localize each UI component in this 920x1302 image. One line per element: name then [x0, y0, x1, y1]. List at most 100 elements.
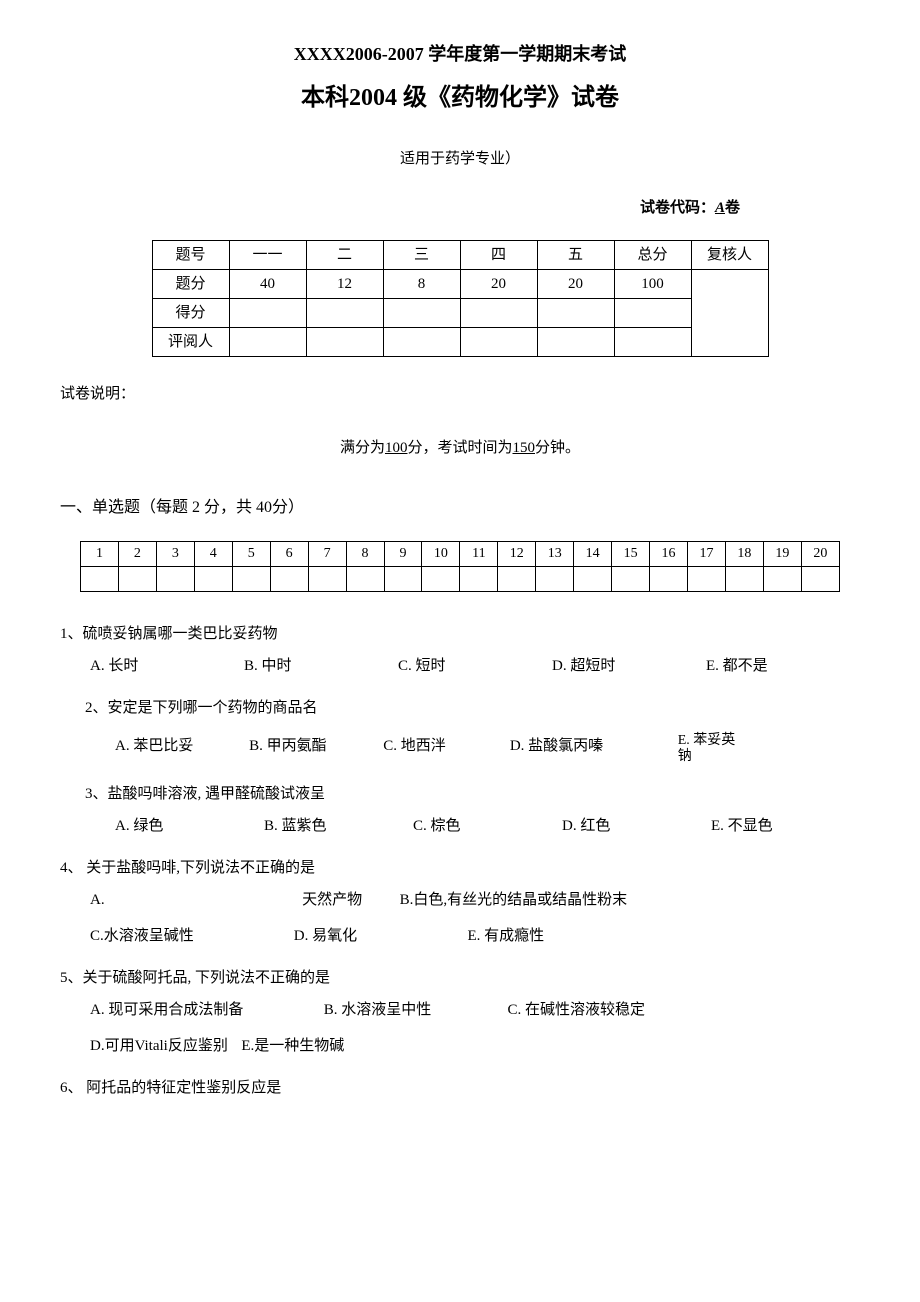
- cell: 8: [383, 270, 460, 299]
- cell: [422, 567, 460, 592]
- desc-post: 分钟。: [535, 440, 580, 456]
- cell: 12: [306, 270, 383, 299]
- q3-opt-b: B. 蓝紫色: [264, 814, 413, 838]
- cell: [383, 328, 460, 357]
- q4-opt-c: C.水溶液呈碱性: [90, 924, 290, 948]
- cell: [460, 299, 537, 328]
- q2-e-bot: 钠: [678, 749, 736, 764]
- cell: [650, 567, 688, 592]
- cell: 一一: [229, 241, 306, 270]
- cell: 14: [574, 541, 612, 566]
- section1-title: 一、单选题（每题 2 分，共 40分）: [60, 495, 860, 521]
- cell: 复核人: [691, 241, 768, 270]
- cell: [308, 567, 346, 592]
- q5-opt-b: B. 水溶液呈中性: [324, 998, 504, 1022]
- cell: 2: [118, 541, 156, 566]
- cell: 19: [763, 541, 801, 566]
- cell: 4: [194, 541, 232, 566]
- q1-opt-e: E. 都不是: [706, 654, 860, 678]
- q6-stem: 6、 阿托品的特征定性鉴别反应是: [60, 1076, 860, 1100]
- score-table: 题号 一一 二 三 四 五 总分 复核人 题分 40 12 8 20 20 10…: [152, 240, 769, 357]
- question-1: 1、硫喷妥钠属哪一类巴比妥药物 A. 长时 B. 中时 C. 短时 D. 超短时…: [60, 622, 860, 678]
- cell: [118, 567, 156, 592]
- desc-pre: 满分为: [340, 440, 385, 456]
- cell: 三: [383, 241, 460, 270]
- cell: [801, 567, 839, 592]
- q1-opt-c: C. 短时: [398, 654, 552, 678]
- cell: 评阅人: [152, 328, 229, 357]
- cell: 10: [422, 541, 460, 566]
- q2-opt-a: A. 苯巴比妥: [115, 734, 249, 758]
- q4-stem: 4、 关于盐酸吗啡,下列说法不正确的是: [60, 856, 860, 880]
- cell: [460, 328, 537, 357]
- desc-center: 满分为100分，考试时间为150分钟。: [60, 436, 860, 460]
- q4-opt-a-label: A.: [90, 892, 105, 908]
- cell: 总分: [614, 241, 691, 270]
- desc-label: 试卷说明：: [60, 382, 860, 406]
- q3-opt-c: C. 棕色: [413, 814, 562, 838]
- exam-code: 试卷代码：A卷: [60, 196, 860, 220]
- q5-stem: 5、关于硫酸阿托品, 下列说法不正确的是: [60, 966, 860, 990]
- cell: [229, 328, 306, 357]
- q4-opt-b: B.白色,有丝光的结晶或结晶性粉末: [400, 892, 628, 908]
- cell: [229, 299, 306, 328]
- header-line2: 本科2004 级《药物化学》试卷: [60, 79, 860, 117]
- cell: 题号: [152, 241, 229, 270]
- cell: 100: [614, 270, 691, 299]
- desc-v2: 150: [513, 440, 536, 456]
- question-2: 2、安定是下列哪一个药物的商品名 A. 苯巴比妥 B. 甲丙氨酯 C. 地西泮 …: [60, 696, 860, 764]
- cell: [612, 567, 650, 592]
- exam-code-label: 试卷代码：: [640, 200, 715, 216]
- cell: [725, 567, 763, 592]
- q3-opt-d: D. 红色: [562, 814, 711, 838]
- q1-opt-a: A. 长时: [90, 654, 244, 678]
- q3-opt-e: E. 不显色: [711, 814, 860, 838]
- cell: 15: [612, 541, 650, 566]
- table-row: 题号 一一 二 三 四 五 总分 复核人: [152, 241, 768, 270]
- q2-opt-b: B. 甲丙氨酯: [249, 734, 383, 758]
- table-row: 评阅人: [152, 328, 768, 357]
- cell: [156, 567, 194, 592]
- q5-opt-e: E.是一种生物碱: [241, 1038, 344, 1054]
- header-line1: XXXX2006-2007 学年度第一学期期末考试: [60, 40, 860, 69]
- exam-code-suffix: 卷: [725, 200, 740, 216]
- cell: [688, 567, 726, 592]
- question-6: 6、 阿托品的特征定性鉴别反应是: [60, 1076, 860, 1100]
- cell: 7: [308, 541, 346, 566]
- cell: [574, 567, 612, 592]
- q2-stem: 2、安定是下列哪一个药物的商品名: [85, 696, 860, 720]
- cell: [614, 328, 691, 357]
- cell: [81, 567, 119, 592]
- header-sub: 适用于药学专业）: [60, 147, 860, 171]
- cell: 16: [650, 541, 688, 566]
- cell: [232, 567, 270, 592]
- cell: 11: [460, 541, 498, 566]
- cell: 18: [725, 541, 763, 566]
- cell: 12: [498, 541, 536, 566]
- question-5: 5、关于硫酸阿托品, 下列说法不正确的是 A. 现可采用合成法制备 B. 水溶液…: [60, 966, 860, 1058]
- cell: [194, 567, 232, 592]
- question-4: 4、 关于盐酸吗啡,下列说法不正确的是 A. 天然产物 B.白色,有丝光的结晶或…: [60, 856, 860, 948]
- q3-opt-a: A. 绿色: [115, 814, 264, 838]
- exam-code-value: A: [715, 200, 725, 216]
- question-3: 3、盐酸吗啡溶液, 遇甲醛硫酸试液呈 A. 绿色 B. 蓝紫色 C. 棕色 D.…: [60, 782, 860, 838]
- cell: 8: [346, 541, 384, 566]
- cell: 1: [81, 541, 119, 566]
- cell: [614, 299, 691, 328]
- cell: [536, 567, 574, 592]
- cell: [691, 270, 768, 357]
- cell: [763, 567, 801, 592]
- q1-opt-d: D. 超短时: [552, 654, 706, 678]
- table-row: 1 2 3 4 5 6 7 8 9 10 11 12 13 14 15 16 1…: [81, 541, 840, 566]
- cell: 题分: [152, 270, 229, 299]
- q2-opt-e: E. 苯妥英 钠: [674, 728, 736, 764]
- q4-opt-a-tail: 天然产物: [302, 892, 362, 908]
- table-row: 题分 40 12 8 20 20 100: [152, 270, 768, 299]
- cell: 20: [537, 270, 614, 299]
- cell: 3: [156, 541, 194, 566]
- cell: 四: [460, 241, 537, 270]
- cell: 6: [270, 541, 308, 566]
- cell: 得分: [152, 299, 229, 328]
- desc-v1: 100: [385, 440, 408, 456]
- q5-opt-c: C. 在碱性溶液较稳定: [508, 1002, 646, 1018]
